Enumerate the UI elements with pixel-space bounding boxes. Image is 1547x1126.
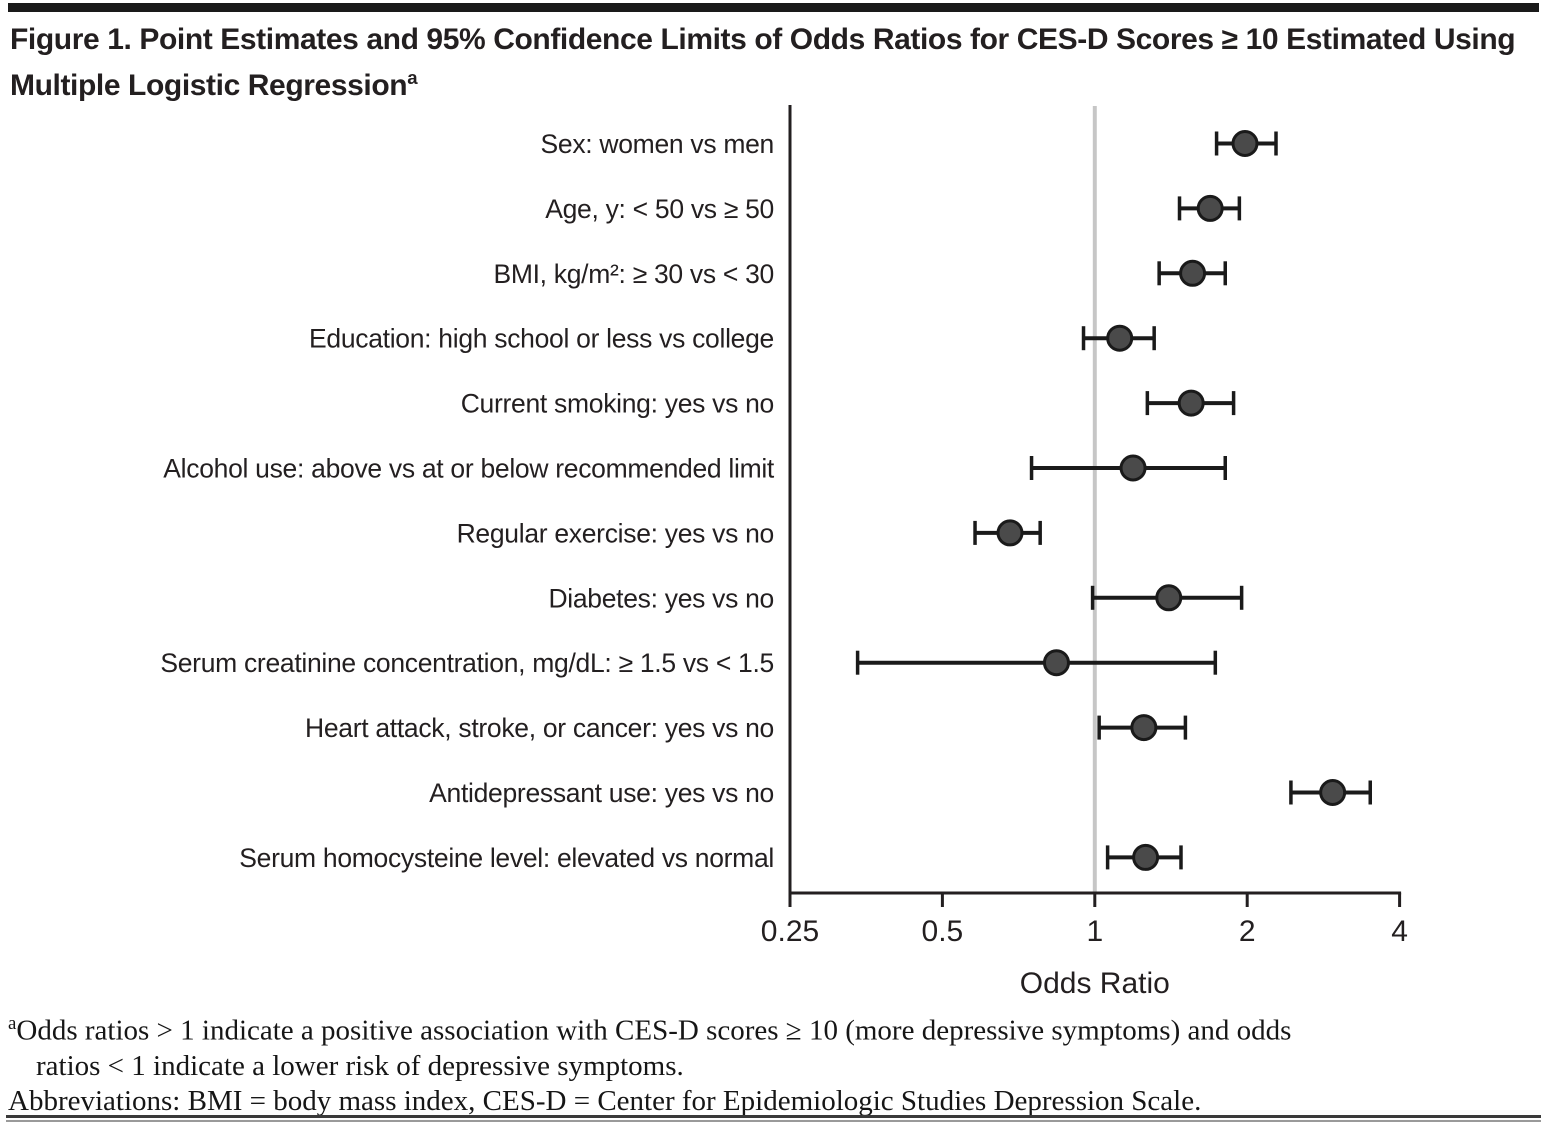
footnote-marker: a [8,1013,17,1034]
point-estimate-marker [1106,324,1134,352]
x-tick-label: 2 [1239,915,1256,948]
figure-title-text: Figure 1. Point Estimates and 95% Confid… [10,23,1516,102]
row-label: Serum homocysteine level: elevated vs no… [239,843,774,873]
row-label: Regular exercise: yes vs no [457,518,774,548]
x-tick-label: 1 [1086,915,1103,948]
row-label: Age, y: < 50 vs ≥ 50 [545,194,774,224]
row-label: Antidepressant use: yes vs no [429,778,774,808]
point-estimate-marker [1196,194,1224,222]
point-estimate-marker [1132,843,1160,871]
point-estimate-marker [1130,714,1158,742]
figure-footnotes: aOdds ratios > 1 indicate a positive ass… [8,1006,1540,1119]
x-axis-title: Odds Ratio [1020,967,1170,1000]
bottom-rule-shadow [6,1120,1541,1122]
point-estimate-marker [1319,779,1347,806]
point-estimate-marker [1179,259,1207,287]
point-estimate-marker [1042,649,1070,677]
footnote-abbreviations: Abbreviations: BMI = body mass index, CE… [8,1084,1202,1117]
row-label: Sex: women vs men [541,129,775,159]
figure-title-footnote-marker: a [407,67,418,88]
row-label: Diabetes: yes vs no [548,583,774,613]
row-label: BMI, kg/m²: ≥ 30 vs < 30 [493,259,774,289]
figure-title: Figure 1. Point Estimates and 95% Confid… [10,21,1530,105]
x-tick-label: 4 [1391,915,1408,948]
point-estimate-marker [996,519,1024,547]
point-estimate-marker [1119,454,1147,482]
top-rule [8,3,1539,12]
bottom-rule [6,1115,1541,1118]
row-label: Current smoking: yes vs no [461,389,774,419]
row-label: Serum creatinine concentration, mg/dL: ≥… [160,648,774,678]
point-estimate-marker [1177,389,1205,417]
footnote-a-line2: ratios < 1 indicate a lower risk of depr… [36,1049,684,1082]
x-tick-label: 0.5 [922,915,964,948]
row-label: Alcohol use: above vs at or below recomm… [163,454,775,484]
row-label: Education: high school or less vs colleg… [309,324,774,354]
x-tick-label: 0.25 [761,915,819,948]
row-label: Heart attack, stroke, or cancer: yes vs … [305,713,774,743]
footnote-a-line1: aOdds ratios > 1 indicate a positive ass… [8,1013,1292,1047]
point-estimate-marker [1155,584,1183,612]
point-estimate-marker [1231,130,1259,157]
